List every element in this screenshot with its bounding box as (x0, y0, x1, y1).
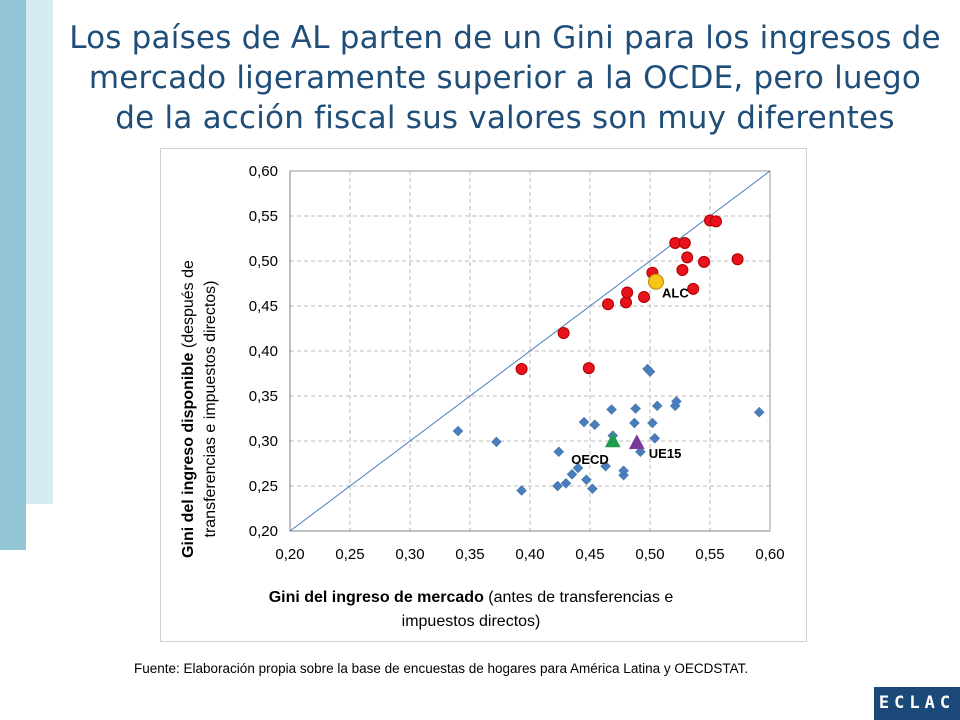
grid-lines (290, 171, 771, 532)
y-tick-label: 0,20 (249, 523, 278, 540)
diamond-point (560, 477, 572, 489)
data-points (452, 214, 765, 496)
circle-point (602, 298, 614, 311)
chart-frame: ALC OECD UE15 0,20 0,20 0,25 0,25 0,30 0,30 0,35… (160, 148, 807, 642)
highlight-point-ue15 (628, 434, 645, 450)
diamond-point (635, 446, 646, 458)
x-tick-label: 0,45 (575, 546, 604, 563)
y-tick-label: 0,60 (249, 163, 278, 180)
circle-point (710, 215, 722, 228)
x-tick-label: 0,20 (275, 546, 304, 563)
slide-title: Los países de AL parten de un Gini para … (50, 18, 960, 138)
diamond-point (600, 460, 611, 472)
diamond-point (618, 465, 629, 477)
diamond-point (452, 425, 464, 437)
diamond-point (581, 474, 592, 486)
title-line-1: Los países de AL parten de un Gini para … (69, 20, 941, 56)
circle-point (687, 282, 700, 295)
circle-point (676, 264, 689, 276)
x-tick-label: 0,55 (695, 546, 724, 563)
scatter-chart: ALC OECD UE15 0,20 0,20 0,25 0,25 0,30 0,30 0,35… (180, 163, 785, 630)
diamond-point (491, 436, 502, 448)
eclac-logo: ECLAC (874, 687, 960, 720)
diamond-point (753, 406, 765, 418)
title-line-3: de la acción fiscal sus valores son muy … (115, 100, 895, 136)
diamond-point (516, 485, 527, 496)
reference-line (289, 170, 771, 532)
axes (289, 170, 771, 532)
x-tick-label: 0,25 (335, 546, 364, 563)
y-tick-label: 0,55 (249, 208, 278, 225)
circle-point (638, 291, 650, 303)
x-tick-label: 0,35 (455, 546, 484, 563)
y-tick-label: 0,40 (249, 343, 278, 360)
x-tick-label: 0,50 (635, 546, 664, 563)
title-line-2: mercado ligeramente superior a la OCDE, … (88, 60, 922, 96)
highlight-point-alc (648, 273, 664, 290)
y-tick-label: 0,45 (249, 298, 278, 315)
diamond-point (587, 483, 598, 495)
diamond-point (566, 468, 578, 480)
x-axis-label-line-2: impuestos directos) (402, 613, 541, 630)
diamond-point (651, 400, 663, 412)
highlight-label-ue15: UE15 (649, 446, 682, 461)
x-tick-label: 0,40 (515, 546, 544, 563)
accent-bar (0, 0, 26, 550)
diamond-point (630, 403, 641, 414)
source-footnote: Fuente: Elaboración propia sobre la base… (134, 661, 749, 676)
y-tick-label: 0,35 (249, 388, 278, 405)
highlight-label-alc: ALC (662, 286, 689, 301)
diamond-point (589, 419, 601, 431)
circle-point (582, 362, 595, 375)
accent-bar-light (26, 0, 53, 504)
y-axis-label-line-2: transferencias e impuestos directos) (202, 281, 219, 538)
diamond-point (629, 417, 640, 429)
circle-point (620, 296, 632, 309)
diamond-point (671, 396, 682, 407)
equality-line (289, 170, 771, 532)
x-tick-label: 0,30 (395, 546, 424, 563)
diamond-point (606, 404, 617, 415)
diamond-point (553, 446, 565, 458)
highlight-points: ALC OECD UE15 (571, 273, 689, 467)
circle-point (678, 237, 691, 249)
y-tick-label: 0,25 (249, 478, 278, 495)
y-axis-label: Gini del ingreso disponible (después de (180, 260, 197, 558)
circle-point (681, 251, 694, 264)
y-tick-label: 0,50 (249, 253, 278, 270)
circle-point (731, 253, 744, 266)
circle-point (698, 255, 710, 268)
x-axis-label: Gini del ingreso de mercado (antes de tr… (269, 589, 674, 606)
diamond-point (572, 462, 584, 474)
highlight-label-oecd: OECD (571, 452, 609, 467)
diamond-point (647, 417, 658, 429)
diamond-point (644, 366, 656, 378)
circle-point (515, 363, 528, 375)
circle-point (621, 286, 634, 299)
diamond-point (578, 416, 590, 428)
highlight-point-oecd (604, 432, 621, 448)
tick-labels: 0,20 0,20 0,25 0,25 0,30 0,30 0,35 0,35 0,40 0,40… (249, 163, 785, 563)
x-tick-label: 0,60 (755, 546, 784, 563)
diamond-point (552, 480, 563, 492)
diamond-point (649, 432, 661, 444)
circle-point (557, 327, 570, 339)
y-tick-label: 0,30 (249, 433, 278, 450)
